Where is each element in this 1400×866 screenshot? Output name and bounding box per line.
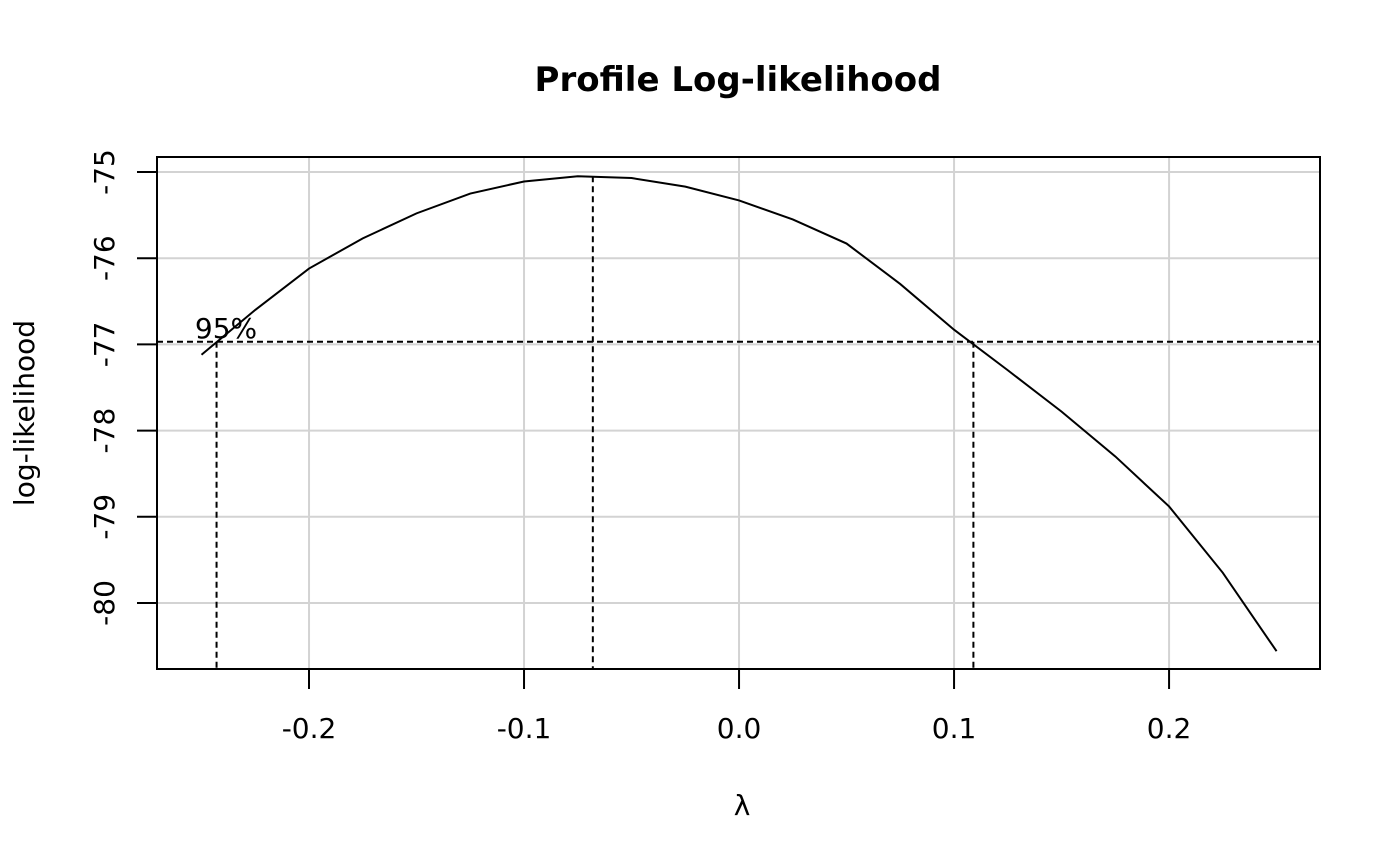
chart-title: Profile Log-likelihood (535, 60, 942, 100)
x-tick-label: 0.1 (932, 712, 977, 745)
y-axis-label: log-likelihood (8, 320, 41, 506)
y-tick-label: -76 (88, 235, 121, 281)
y-tick-label: -77 (88, 322, 121, 368)
x-tick-label: -0.1 (497, 712, 552, 745)
x-tick-label: 0.0 (717, 712, 762, 745)
y-tick-label: -75 (88, 149, 121, 195)
x-tick-label: 0.2 (1147, 712, 1192, 745)
x-axis-label: λ (734, 789, 751, 822)
plot-frame (156, 156, 1321, 670)
y-tick-label: -80 (88, 580, 121, 626)
y-tick-label: -78 (88, 408, 121, 454)
x-tick-label: -0.2 (282, 712, 337, 745)
line (200, 175, 1278, 652)
y-tick-label: -79 (88, 494, 121, 540)
